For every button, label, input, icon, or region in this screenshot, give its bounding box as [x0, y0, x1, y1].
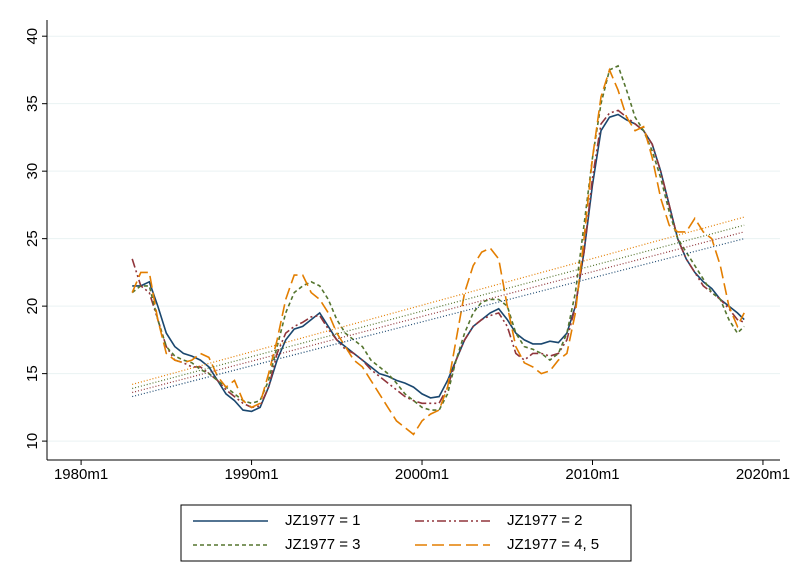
- y-tick-label: 20: [24, 298, 41, 315]
- legend-label: JZ1977 = 1: [285, 512, 360, 529]
- x-tick-label: 2000m1: [395, 466, 449, 483]
- y-tick-label: 35: [24, 95, 41, 112]
- y-tick-label: 10: [24, 433, 41, 450]
- trend-line: [132, 216, 745, 385]
- y-tick-label: 30: [24, 163, 41, 180]
- x-tick-label: 1980m1: [54, 466, 108, 483]
- series-line: [131, 67, 745, 436]
- series-line: [131, 109, 745, 409]
- series-line: [131, 64, 745, 411]
- legend-label: JZ1977 = 2: [507, 512, 582, 529]
- y-tick-label: 40: [24, 28, 41, 45]
- trend-line: [132, 238, 745, 398]
- y-tick-label: 15: [24, 365, 41, 382]
- legend-label: JZ1977 = 4, 5: [507, 536, 599, 553]
- y-tick-label: 25: [24, 230, 41, 247]
- x-tick-label: 1990m1: [224, 466, 278, 483]
- legend-box: [180, 504, 632, 562]
- trend-line: [132, 224, 745, 390]
- x-tick-label: 2010m1: [565, 466, 619, 483]
- x-tick-label: 2020m1: [736, 466, 790, 483]
- legend-label: JZ1977 = 3: [285, 536, 360, 553]
- trend-line: [132, 231, 745, 394]
